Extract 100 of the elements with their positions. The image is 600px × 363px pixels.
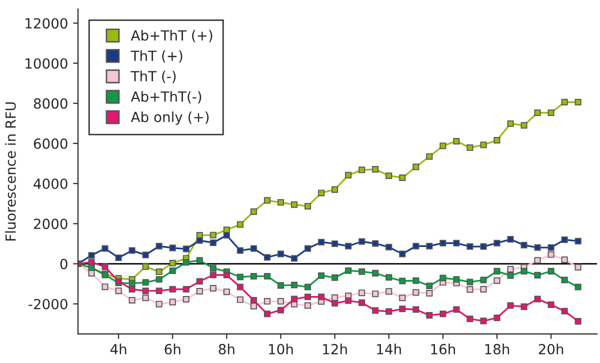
- point: [453, 138, 460, 144]
- point: [332, 300, 338, 307]
- point: [345, 242, 352, 250]
- point: [304, 284, 312, 290]
- point: [236, 247, 244, 254]
- point: [115, 254, 122, 262]
- point: [182, 259, 190, 266]
- point: [372, 240, 379, 247]
- point: [304, 294, 312, 300]
- x-tick-label: 8h: [218, 344, 234, 354]
- point: [345, 267, 352, 274]
- x-tick-label: 14h: [377, 344, 401, 354]
- legend-label: ThT (-): [130, 70, 176, 84]
- point: [574, 284, 582, 290]
- point: [426, 153, 433, 160]
- y-axis-title: Fluorescence in RFU: [5, 102, 16, 241]
- x-tick-label: 16h: [431, 344, 455, 354]
- point: [332, 274, 338, 281]
- point: [574, 98, 582, 106]
- point: [345, 297, 352, 304]
- point: [156, 288, 162, 294]
- point: [386, 274, 392, 281]
- point: [412, 277, 420, 284]
- point: [318, 272, 325, 279]
- legend-label: Ab+ThT (+): [130, 30, 212, 42]
- point: [182, 246, 190, 252]
- point: [574, 238, 582, 244]
- y-tick-label: 2000: [34, 218, 68, 230]
- point: [277, 282, 284, 289]
- point: [290, 282, 298, 288]
- point: [223, 232, 230, 239]
- point: [480, 276, 487, 284]
- y-tick-label: 0: [60, 258, 68, 270]
- point: [386, 288, 392, 295]
- point: [236, 221, 244, 228]
- y-tick-label: -2000: [28, 298, 68, 310]
- point: [453, 240, 460, 246]
- point: [561, 308, 568, 314]
- point: [534, 257, 541, 264]
- point: [358, 238, 366, 245]
- point: [372, 290, 379, 298]
- point: [88, 258, 95, 266]
- x-tick-label: 6h: [164, 344, 180, 354]
- point: [169, 260, 176, 266]
- point: [128, 280, 136, 287]
- point: [548, 301, 554, 308]
- point: [548, 268, 554, 274]
- point: [358, 268, 366, 275]
- point: [534, 109, 541, 116]
- point: [264, 197, 270, 204]
- point: [142, 288, 149, 294]
- point: [236, 296, 244, 303]
- y-tick-label: 12000: [26, 18, 68, 29]
- point: [386, 244, 392, 250]
- point: [156, 276, 162, 283]
- point: [236, 274, 244, 280]
- point: [290, 255, 298, 262]
- x-tick-label: 4h: [110, 344, 126, 354]
- point: [372, 166, 379, 173]
- point: [290, 296, 298, 302]
- point: [399, 294, 406, 302]
- point: [210, 272, 216, 278]
- point: [399, 250, 406, 258]
- x-tick-label: 20h: [538, 344, 564, 354]
- point: [332, 186, 338, 193]
- legend-label: Ab+ThT(-): [130, 91, 202, 104]
- point: [426, 282, 433, 290]
- point: [250, 208, 257, 215]
- point: [102, 245, 108, 252]
- point: [277, 306, 284, 314]
- point: [386, 172, 392, 179]
- point: [574, 264, 582, 270]
- point: [561, 276, 568, 284]
- point: [440, 240, 446, 246]
- point: [223, 288, 230, 296]
- point: [88, 252, 95, 259]
- point: [520, 268, 528, 274]
- point: [466, 243, 474, 250]
- point: [466, 144, 474, 151]
- x-tick-label: 18h: [485, 344, 510, 354]
- point: [277, 250, 284, 258]
- point: [142, 252, 149, 258]
- point: [534, 244, 541, 251]
- point: [548, 244, 554, 251]
- point: [520, 122, 528, 129]
- point: [507, 236, 514, 243]
- point: [156, 242, 162, 250]
- point: [169, 286, 176, 292]
- point: [210, 239, 216, 246]
- point: [440, 310, 446, 318]
- point: [412, 306, 420, 313]
- point: [426, 312, 433, 319]
- point: [223, 272, 230, 278]
- y-tick-label: 6000: [34, 138, 68, 149]
- point: [128, 286, 136, 292]
- point: [494, 240, 500, 246]
- point: [304, 202, 312, 210]
- point: [399, 306, 406, 312]
- point: [210, 264, 216, 272]
- y-tick-label: 8000: [34, 98, 68, 109]
